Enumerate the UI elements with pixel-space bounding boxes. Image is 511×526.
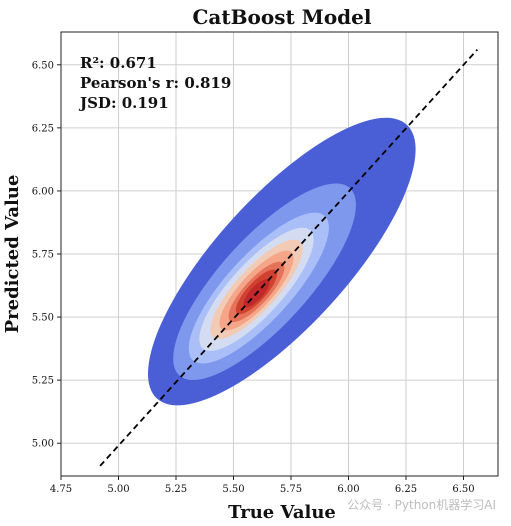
y-tick-label: 6.50 [32, 60, 54, 71]
x-tick-label: 4.75 [50, 484, 72, 495]
x-tick-label: 6.25 [395, 484, 417, 495]
axis-ticks: 4.75 5.00 5.25 5.50 5.75 6.00 6.25 6.50 5.00 5.25… [32, 60, 475, 495]
y-tick-label: 6.25 [32, 123, 54, 134]
x-tick-label: 5.00 [107, 484, 129, 495]
y-tick-label: 5.00 [32, 439, 54, 450]
y-tick-label: 5.25 [32, 376, 54, 387]
x-tick-label: 5.75 [280, 484, 302, 495]
y-tick-label: 6.00 [32, 186, 54, 197]
x-axis-label: True Value [228, 502, 336, 523]
y-tick-label: 5.50 [32, 313, 54, 324]
x-tick-label: 6.00 [337, 484, 359, 495]
metric-r2: R²: 0.671 [80, 54, 157, 72]
x-tick-label: 6.50 [452, 484, 474, 495]
y-tick-label: 5.75 [32, 250, 54, 261]
x-tick-label: 5.25 [165, 484, 187, 495]
reference-line [99, 49, 478, 467]
x-tick-label: 5.50 [222, 484, 244, 495]
metric-pearson: Pearson's r: 0.819 [80, 74, 231, 92]
watermark: 公众号 · Python机器学习AI [347, 497, 496, 512]
chart-title: CatBoost Model [193, 5, 372, 29]
y-axis-label: Predicted Value [2, 175, 23, 334]
metric-jsd: JSD: 0.191 [78, 94, 169, 112]
metrics-annotation: R²: 0.671 Pearson's r: 0.819 JSD: 0.191 [78, 54, 231, 112]
